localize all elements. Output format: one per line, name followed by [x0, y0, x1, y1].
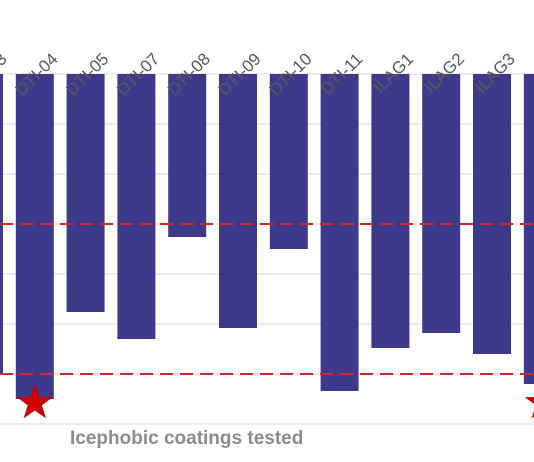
bar-dti-07: [117, 74, 156, 339]
star-marker: [16, 384, 53, 419]
bar-dti-09: [219, 74, 257, 328]
bar-dti-05: [66, 74, 105, 312]
bar-ilag1: [371, 74, 410, 348]
x-axis-label: Icephobic coatings tested: [70, 428, 304, 449]
bar-ilag2: [422, 74, 461, 333]
bar-unlabeled: [523, 74, 534, 384]
bar-dti-11: [320, 74, 359, 391]
bar-dti-08: [168, 74, 207, 237]
bar-dti-04: [15, 74, 54, 399]
reference-lines: [0, 223, 534, 375]
bars: [0, 74, 534, 399]
bar-dti-10: [269, 74, 308, 249]
markers: [16, 384, 534, 419]
bar-ilag3: [473, 74, 511, 354]
star-marker: [524, 396, 534, 419]
